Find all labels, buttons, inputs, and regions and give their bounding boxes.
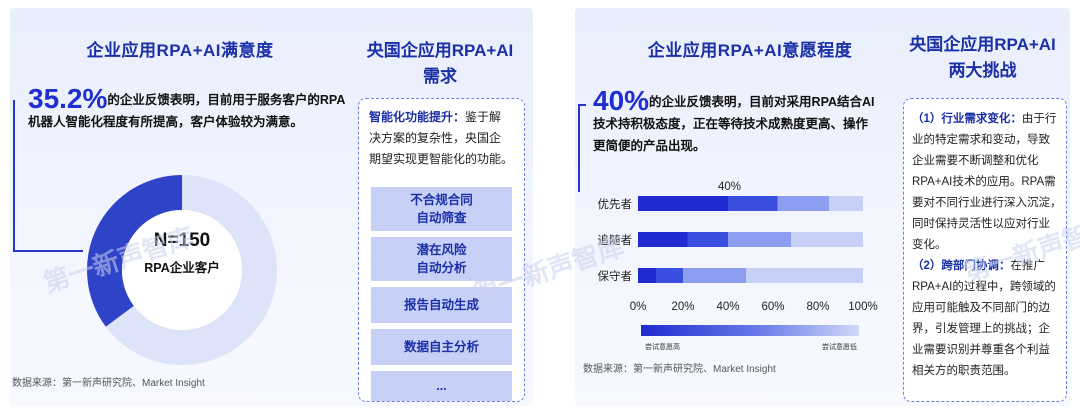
needs-desc-bold: 智能化功能提升： xyxy=(369,110,466,124)
donut-hole xyxy=(122,210,242,330)
right-side-title-line1: 央国企应用RPA+AI xyxy=(909,35,1056,54)
bar-segment xyxy=(728,196,778,211)
right-bracket-vertical xyxy=(578,104,580,192)
donut-center-n: N=150 xyxy=(153,230,211,251)
bar-category-label: 追随者 xyxy=(598,233,633,247)
left-stat-line2: 机器人智能化程度有所提高，客户体验较为满意。 xyxy=(28,115,304,129)
need-item: ... xyxy=(371,371,512,401)
gradient-label-high: 尝试意愿高 xyxy=(645,342,680,351)
right-stat-line2: 技术持积极态度，正在等待技术成熟度更高、操作 xyxy=(593,117,869,131)
bar-segment xyxy=(656,268,683,283)
right-stat-text: 40%的企业反馈表明，目前对采用RPA结合AI 技术持积极态度，正在等待技术成熟… xyxy=(593,87,893,157)
left-bracket-horizontal xyxy=(13,250,83,252)
left-chart-title: 企业应用RPA+AI满意度 xyxy=(86,41,274,60)
left-stat-value: 35.2% xyxy=(28,83,108,114)
bar-segment xyxy=(638,232,688,247)
right-panel: 企业应用RPA+AI意愿程度 40%的企业反馈表明，目前对采用RPA结合AI 技… xyxy=(575,8,1070,406)
challenge2-line: 界，引发管理上的挑战；企 xyxy=(912,323,1050,335)
left-stat-line1: 的企业反馈表明，目前用于服务客户的RPA xyxy=(107,93,346,107)
bar-segment xyxy=(687,232,728,247)
bar-segment xyxy=(728,232,791,247)
right-source: 数据来源：第一新声研究院、Market Insight xyxy=(583,364,776,375)
donut-center-label: RPA企业客户 xyxy=(144,261,220,275)
need-item: 不合规合同 自动筛查 xyxy=(371,187,512,231)
left-source: 数据来源：第一新声研究院、Market Insight xyxy=(12,378,205,389)
challenge1-line: 变化。 xyxy=(912,239,947,251)
x-tick-label: 100% xyxy=(848,301,877,313)
bar-segment xyxy=(829,196,863,211)
needs-box: 智能化功能提升：鉴于解 决方案的复杂性，央国企 期望实现更智能化的功能。 不合规… xyxy=(358,98,525,402)
bar-segment xyxy=(638,268,656,283)
challenge2-line: 相关方的职责范围。 xyxy=(912,365,1016,377)
need-item: 报告自动生成 xyxy=(371,287,512,323)
bar-category-label: 优先者 xyxy=(598,198,633,211)
x-tick-label: 40% xyxy=(716,301,739,313)
challenge1-line: RPA+AI技术的应用。RPA需 xyxy=(912,176,1056,188)
x-tick-label: 0% xyxy=(630,301,647,313)
challenge2-line: RPA+AI的过程中，跨领域的 xyxy=(912,281,1056,293)
bar-category-label: 保守者 xyxy=(598,269,633,283)
right-side-title: 央国企应用RPA+AI 两大挑战 xyxy=(895,32,1070,84)
bar-segment xyxy=(791,232,863,247)
challenge1-line: 由于行 xyxy=(1021,113,1057,125)
challenges-text: （1）行业需求变化：由于行 业的特定需求和变动，导致 企业需要不断调整和优化 R… xyxy=(912,109,1062,382)
right-chart-title: 企业应用RPA+AI意愿程度 xyxy=(647,41,853,60)
need-item: 数据自主分析 xyxy=(371,329,512,365)
donut-slice-other xyxy=(105,175,277,365)
challenge2-line: 业需要识别并尊重各个利益 xyxy=(912,344,1050,356)
right-bracket-horizontal xyxy=(578,104,586,106)
gradient-label-low: 尝试意愿低 xyxy=(822,342,857,351)
left-side-title-line1: 央国企应用RPA+AI xyxy=(366,41,514,60)
challenge1-line: 企业需要不断调整和优化 xyxy=(912,155,1039,167)
needs-description: 智能化功能提升：鉴于解 决方案的复杂性，央国企 期望实现更智能化的功能。 xyxy=(369,107,519,170)
challenges-box: （1）行业需求变化：由于行 业的特定需求和变动，导致 企业需要不断调整和优化 R… xyxy=(903,98,1067,402)
willingness-gradient-legend xyxy=(641,325,859,336)
left-panel: 企业应用RPA+AI满意度 35.2%的企业反馈表明，目前用于服务客户的RPA … xyxy=(10,8,533,406)
bar-segment xyxy=(638,196,728,211)
x-tick-label: 60% xyxy=(761,301,784,313)
left-bracket-vertical xyxy=(13,100,15,252)
right-stat-value: 40% xyxy=(593,85,650,116)
needs-desc-line2: 决方案的复杂性，央国企 xyxy=(369,131,502,145)
donut-slice-satisfied xyxy=(87,175,182,327)
right-stat-line3: 更简便的产品出现。 xyxy=(593,139,706,153)
bar-segment xyxy=(746,268,863,283)
challenge2-title: （2）跨部门协调： xyxy=(912,260,1011,272)
needs-desc-line1: 鉴于解 xyxy=(465,110,502,124)
x-tick-label: 20% xyxy=(671,301,694,313)
bar-segment xyxy=(777,196,830,211)
bar-segment xyxy=(683,268,746,283)
need-item: 潜在风险 自动分析 xyxy=(371,237,512,281)
left-side-title: 央国企应用RPA+AI 需求 xyxy=(355,38,525,90)
bar-annotation: 40% xyxy=(718,181,741,193)
right-side-title-line2: 两大挑战 xyxy=(948,61,1017,80)
x-tick-label: 80% xyxy=(806,301,829,313)
challenge1-line: 业的特定需求和变动，导致 xyxy=(912,134,1050,146)
challenge2-line: 应用可能触及不同部门的边 xyxy=(912,302,1050,314)
donut-chart xyxy=(87,175,277,365)
left-stat-text: 35.2%的企业反馈表明，目前用于服务客户的RPA 机器人智能化程度有所提高，客… xyxy=(28,85,358,133)
challenge1-line: 要对不同行业进行深入沉淀， xyxy=(912,197,1062,209)
right-stat-line1: 的企业反馈表明，目前对采用RPA结合AI xyxy=(649,95,875,109)
left-side-title-line2: 需求 xyxy=(423,67,457,86)
challenge1-line: 同时保持灵活性以应对行业 xyxy=(912,218,1050,230)
needs-desc-line3: 期望实现更智能化的功能。 xyxy=(369,152,514,166)
challenge1-title: （1）行业需求变化： xyxy=(912,113,1022,125)
challenge2-line: 在推广 xyxy=(1010,260,1045,272)
